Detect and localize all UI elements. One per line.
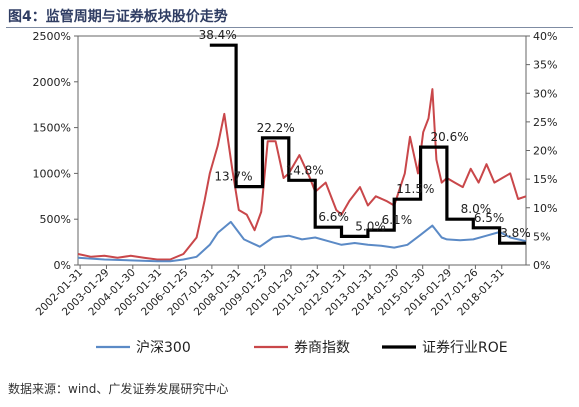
roe-annotation: 14.8% [286,163,324,177]
left-axis-tick-label: 0% [54,259,71,272]
roe-annotation: 11.5% [396,182,434,196]
left-axis-tick-label: 1500% [33,122,71,135]
roe-annotation: 3.8% [500,226,531,240]
roe-annotation: 6.1% [382,213,413,227]
right-axis-tick-label: 40% [533,30,557,43]
plot-frame [77,35,527,266]
right-axis-tick-label: 30% [533,87,557,100]
chart-area: 0% 500% 1000% 1500% 2000% 2500% 0% 5% 10% 15% 20% 2… [0,28,579,375]
right-axis-tick-label: 15% [533,173,557,186]
series-line-hs300 [77,220,527,263]
roe-annotation: 8.0% [461,202,492,216]
left-axis-tick-label: 500% [40,213,71,226]
chart-title: 图4：监管周期与证券板块股价走势 [8,9,228,25]
roe-annotation: 20.6% [431,130,469,144]
right-axis-tick-label: 25% [533,116,557,129]
chart-svg: 0% 500% 1000% 1500% 2000% 2500% 0% 5% 10% 15% 20% 2… [33,28,558,356]
legend-label-hs300: 沪深300 [136,340,191,356]
right-axis-tick-label: 20% [533,145,557,158]
roe-annotation: 38.4% [199,30,237,42]
data-source: 数据来源：wind、广发证券发展研究中心 [8,382,229,396]
legend-label-roe: 证券行业ROE [422,340,508,356]
roe-annotation: 13.7% [214,170,252,184]
roe-annotation: 22.2% [257,121,295,135]
right-axis-tick-label: 0% [533,259,550,272]
title-rule [6,27,573,28]
roe-annotation: 6.6% [318,210,349,224]
left-axis-tick-label: 2000% [33,76,71,89]
legend-label-brokers: 券商指数 [294,340,350,356]
right-axis-tick-label: 35% [533,59,557,72]
left-axis-tick-label: 1000% [33,167,71,180]
left-axis-tick-label: 2500% [33,30,71,43]
right-axis-tick-label: 5% [533,230,550,243]
right-axis-tick-label: 10% [533,202,557,215]
series-line-roe [209,43,526,245]
series-line-brokers [77,88,527,261]
roe-annotation: 6.5% [474,211,505,225]
roe-annotation: 5.0% [355,219,386,233]
